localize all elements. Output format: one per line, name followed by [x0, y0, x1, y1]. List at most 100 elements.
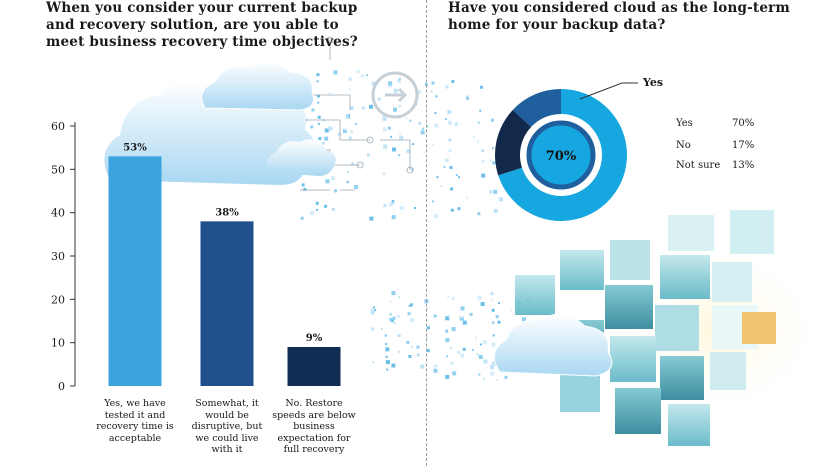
decor-dot	[471, 348, 474, 351]
decor-dot	[372, 306, 375, 309]
decor-dot	[445, 85, 449, 89]
decor-dot	[493, 209, 498, 213]
decor-dot	[491, 147, 494, 150]
bar-3	[287, 347, 341, 386]
decor-dot	[477, 212, 481, 216]
decor-dot	[390, 319, 394, 323]
decor-dot	[452, 371, 457, 376]
decor-dot	[391, 363, 396, 368]
decor-dot	[377, 97, 381, 101]
decor-dot	[371, 327, 375, 331]
decor-dot	[409, 318, 414, 322]
decor-dot	[333, 70, 338, 75]
decor-dot	[398, 154, 401, 157]
donut-slice-2	[494, 109, 532, 176]
legend-value: 70%	[732, 118, 755, 129]
decor-dot	[490, 371, 495, 376]
decor-dot	[433, 365, 436, 368]
bar-data-label: 9%	[306, 333, 323, 344]
decor-dot	[410, 303, 413, 307]
donut-callout-line	[579, 82, 638, 100]
decor-dot	[370, 310, 375, 315]
cloud-decorations	[104, 60, 613, 377]
decor-dot	[454, 122, 458, 126]
decor-dot	[325, 179, 330, 184]
decor-dot	[416, 353, 420, 357]
decor-dot	[469, 312, 473, 316]
decor-dot	[385, 347, 390, 352]
decor-dot	[491, 342, 496, 347]
decor-dot	[372, 361, 375, 364]
decor-dot	[385, 343, 388, 346]
decor-dot	[300, 216, 304, 220]
decor-dot	[349, 88, 352, 91]
decor-dot	[450, 208, 454, 212]
decor-dot	[411, 345, 414, 348]
decor-dot	[366, 74, 369, 77]
decor-dot	[496, 379, 498, 382]
decor-dot	[504, 375, 508, 379]
decor-dot	[399, 206, 404, 210]
bar-category-label: Yes, we have tested it and recovery time…	[96, 398, 174, 444]
decor-dot	[406, 149, 411, 154]
decor-dot	[383, 144, 388, 149]
decor-dot	[462, 320, 467, 325]
decor-dot	[351, 162, 355, 166]
decor-dot	[492, 334, 495, 337]
decor-dot	[392, 316, 396, 320]
decor-dot	[482, 378, 485, 381]
decor-dot	[344, 128, 347, 131]
decor-dot	[481, 159, 485, 163]
decor-dot	[382, 172, 386, 176]
decor-dot	[397, 79, 401, 83]
decor-dot	[369, 216, 374, 221]
decor-dot	[315, 201, 319, 205]
decor-dot	[391, 215, 396, 220]
decor-dot	[398, 104, 402, 108]
decor-dot	[450, 361, 454, 365]
decor-dot	[450, 187, 454, 191]
legend-value: 17%	[732, 140, 755, 151]
y-tick-label: 50	[51, 163, 65, 176]
legend-label: Yes	[676, 118, 693, 129]
decor-dot	[460, 353, 465, 358]
decor-dot	[408, 355, 412, 358]
decor-dot	[445, 316, 450, 321]
decor-dot	[367, 153, 371, 157]
decor-dot	[509, 309, 512, 312]
decor-dot	[399, 136, 403, 140]
decor-dot	[328, 92, 331, 95]
decor-dot	[348, 136, 352, 140]
decor-dot	[370, 308, 374, 312]
bar-data-label: 53%	[123, 142, 147, 153]
decor-dot	[459, 316, 464, 321]
decor-dot	[389, 300, 392, 303]
decor-dot	[349, 106, 354, 111]
decor-dot	[435, 95, 438, 98]
decor-dot	[434, 112, 437, 115]
decor-dot	[451, 80, 455, 83]
decor-dot	[451, 297, 455, 301]
decor-dot	[427, 326, 430, 330]
bar-category-label: No. Restore speeds are below business ex…	[272, 398, 356, 455]
y-tick-label: 60	[51, 120, 65, 133]
decor-dot	[331, 208, 335, 211]
decor-dot	[426, 349, 430, 353]
decor-dot	[457, 207, 461, 211]
decor-dot	[389, 312, 393, 316]
decor-dot	[406, 340, 410, 344]
decor-dot	[489, 190, 493, 194]
decor-dot	[493, 189, 498, 194]
decor-dot	[479, 343, 482, 346]
decor-dot	[381, 327, 383, 330]
decor-dot	[433, 314, 437, 318]
y-tick-label: 20	[51, 293, 65, 306]
decor-dot	[436, 176, 439, 179]
decor-dot	[422, 127, 424, 130]
decor-dot	[348, 77, 352, 81]
legend-label: Not sure	[676, 160, 721, 171]
decor-dot	[480, 302, 485, 306]
decor-dot	[457, 350, 460, 354]
decor-dot	[407, 312, 411, 316]
